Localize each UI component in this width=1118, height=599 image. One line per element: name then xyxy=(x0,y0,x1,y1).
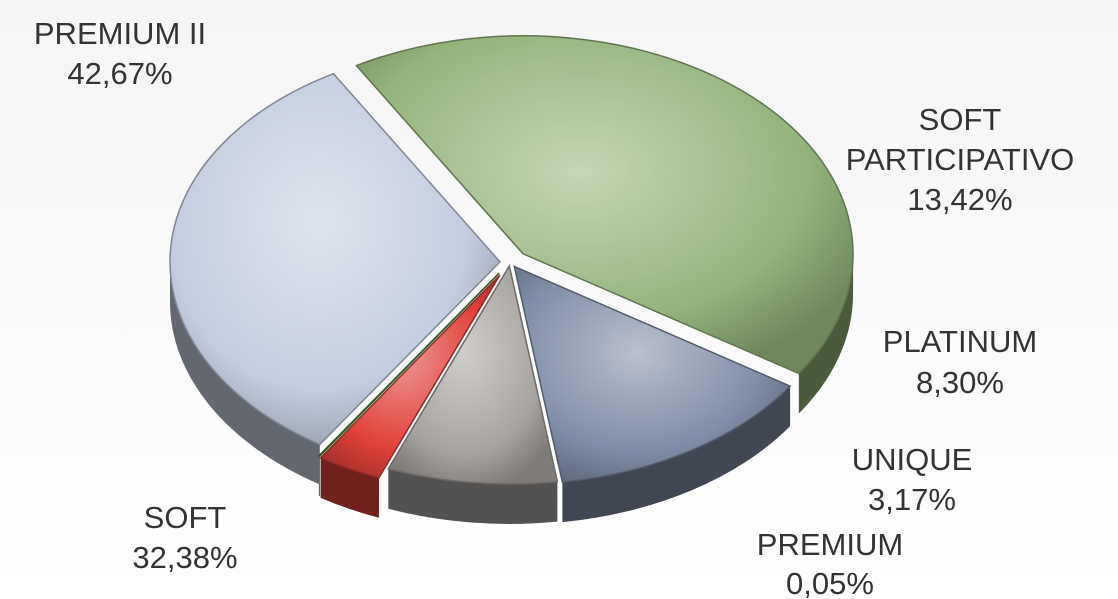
label-premium-ii-name: PREMIUM II xyxy=(34,16,206,51)
label-soft-value: 32,38% xyxy=(132,540,237,575)
slice-side-soft-participativo xyxy=(562,386,791,523)
label-premium-name: PREMIUM xyxy=(757,527,903,562)
slice-premium xyxy=(317,272,500,457)
label-platinum-value: 8,30% xyxy=(916,365,1004,400)
label-unique-value: 3,17% xyxy=(868,482,956,517)
slice-soft-participativo xyxy=(513,265,792,483)
slice-side-unique xyxy=(320,457,379,518)
label-premium-value: 0,05% xyxy=(786,566,874,599)
slice-side-platinum xyxy=(388,468,558,524)
label-soft-participativo-name-2: PARTICIPATIVO xyxy=(846,142,1075,177)
label-soft-name: SOFT xyxy=(144,500,227,535)
pie-tops xyxy=(169,35,854,485)
slice-side-premium-ii xyxy=(798,253,854,414)
slice-soft xyxy=(169,72,502,446)
label-premium-ii-value: 42,67% xyxy=(67,56,172,91)
pie-sides xyxy=(170,253,854,524)
label-soft-participativo-value: 13,42% xyxy=(907,182,1012,217)
slice-platinum xyxy=(387,263,559,485)
label-unique-name: UNIQUE xyxy=(852,442,973,477)
label-soft-participativo-name-1: SOFT xyxy=(919,102,1002,137)
slice-side-soft xyxy=(170,261,320,485)
slice-premium-ii xyxy=(355,35,854,375)
slice-unique xyxy=(319,274,501,479)
label-platinum-name: PLATINUM xyxy=(883,324,1037,359)
